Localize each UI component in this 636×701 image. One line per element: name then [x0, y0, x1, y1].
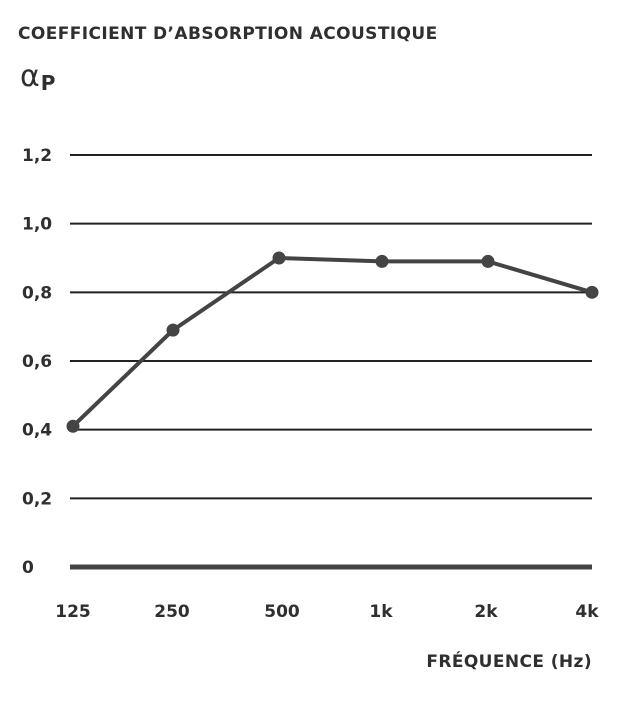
data-point: [272, 251, 286, 265]
y-tick-label: 0,8: [22, 283, 52, 303]
series-line: [71, 256, 593, 428]
y-tick-label: 0,4: [22, 421, 52, 441]
y-tick-label: 0: [22, 558, 34, 578]
y-axis-label-symbol: α: [20, 59, 40, 94]
x-tick-label: 1k: [369, 602, 393, 622]
data-point: [166, 323, 180, 337]
x-axis-label: FRÉQUENCE (Hz): [426, 652, 592, 672]
data-point: [585, 285, 599, 299]
chart-title: COEFFICIENT D’ABSORPTION ACOUSTIQUE: [18, 24, 438, 44]
data-point: [481, 254, 495, 268]
y-axis-label-subscript: P: [40, 71, 56, 95]
x-tick-labels: 125 250 500 1k 2k 4k: [55, 602, 599, 622]
x-tick-label: 250: [154, 602, 190, 622]
y-tick-labels: 0 0,2 0,4 0,6 0,8 1,0 1,2: [22, 146, 52, 578]
x-tick-label: 4k: [575, 602, 599, 622]
x-tick-label: 500: [264, 602, 300, 622]
data-point: [66, 419, 80, 433]
data-series: [66, 251, 599, 433]
data-point: [375, 254, 389, 268]
y-tick-label: 1,2: [22, 146, 52, 166]
x-tick-label: 2k: [474, 602, 498, 622]
y-tick-label: 0,2: [22, 489, 52, 509]
y-tick-label: 0,6: [22, 352, 52, 372]
y-axis-label: αP: [20, 59, 56, 96]
y-tick-label: 1,0: [22, 215, 52, 235]
grid-lines: [70, 154, 592, 570]
x-tick-label: 125: [55, 602, 91, 622]
